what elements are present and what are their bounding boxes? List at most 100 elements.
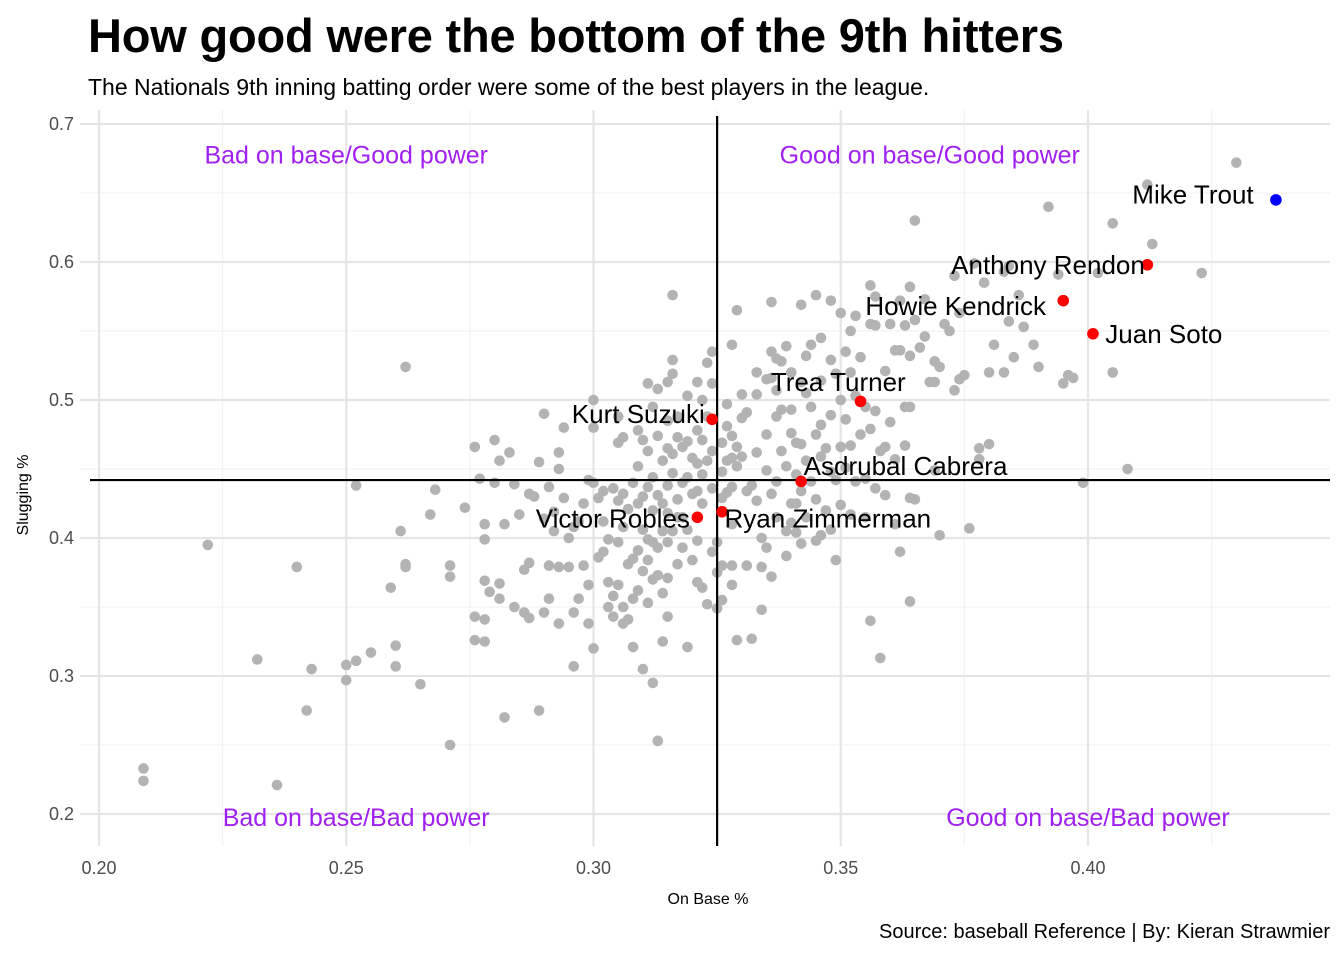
data-point: [909, 215, 921, 226]
data-point: [558, 492, 570, 504]
data-point: [444, 739, 456, 751]
data-point: [509, 601, 520, 613]
data-point: [741, 560, 753, 571]
data-point: [879, 365, 891, 377]
data-point: [815, 332, 827, 344]
data-point: [865, 280, 876, 291]
data-point: [751, 367, 762, 378]
data-point: [736, 389, 748, 400]
data-point: [479, 534, 491, 545]
data-point: [553, 561, 565, 573]
data-point: [538, 513, 550, 524]
data-point: [766, 372, 777, 384]
data-point: [652, 569, 664, 581]
data-point: [682, 641, 693, 653]
data-point: [825, 466, 837, 478]
data-point: [696, 434, 708, 446]
x-tick-label: 0.25: [329, 858, 364, 878]
data-point: [904, 401, 916, 413]
data-point: [598, 546, 609, 558]
chart-subtitle: The Nationals 9th inning batting order w…: [88, 74, 930, 100]
data-point: [271, 779, 283, 791]
data-point: [761, 542, 772, 553]
data-point: [1013, 289, 1025, 301]
quadrant-label: Good on base/Bad power: [946, 804, 1230, 832]
data-point: [662, 572, 673, 584]
data-point: [385, 582, 397, 593]
data-point: [662, 480, 673, 491]
data-point: [474, 473, 486, 484]
data-point: [904, 281, 916, 293]
data-point: [845, 367, 856, 378]
data-point: [622, 614, 634, 625]
data-point: [489, 434, 500, 446]
data-point: [657, 587, 669, 599]
data-point: [786, 517, 797, 529]
data-point: [870, 405, 881, 417]
data-point: [479, 575, 491, 587]
data-point: [652, 430, 664, 442]
league-points: [138, 157, 1242, 791]
tick-labels: 0.20 0.25 0.30 0.35 0.40 0.2 0.3 0.4 0.5 0.6 0.7: [49, 114, 1106, 878]
quadrant-label: Bad on base/Bad power: [223, 804, 490, 832]
data-point: [835, 307, 847, 319]
data-point: [444, 560, 456, 571]
data-point: [568, 607, 580, 618]
data-point: [667, 525, 678, 537]
data-point: [682, 390, 693, 402]
data-point: [692, 485, 703, 497]
data-point: [553, 447, 565, 458]
data-point: [761, 465, 772, 476]
player-label: Mike Trout: [1132, 179, 1254, 209]
data-point: [983, 367, 995, 378]
data-point: [617, 521, 629, 533]
highlight-point: [1087, 327, 1099, 340]
data-point: [415, 678, 426, 690]
data-point: [622, 503, 634, 515]
data-point: [479, 518, 491, 530]
data-point: [627, 553, 639, 564]
data-point: [568, 661, 580, 672]
data-point: [706, 378, 718, 389]
data-point: [706, 445, 718, 457]
data-point: [563, 561, 575, 573]
data-point: [879, 489, 891, 501]
data-point: [731, 634, 743, 646]
data-point: [642, 597, 654, 609]
data-point: [800, 455, 812, 467]
data-point: [479, 614, 491, 625]
data-point: [548, 525, 560, 537]
data-point: [1018, 321, 1030, 333]
data-point: [706, 346, 718, 358]
highlighted-players: Mike Trout Anthony Rendon Howie Kendrick Ju…: [536, 179, 1282, 534]
data-point: [929, 376, 941, 388]
player-label: Asdrubal Cabrera: [804, 451, 1008, 481]
data-point: [894, 546, 906, 558]
data-point: [612, 579, 624, 591]
data-point: [672, 494, 683, 505]
quadrant-label: Bad on base/Good power: [204, 141, 488, 169]
data-point: [1043, 201, 1054, 213]
data-point: [1028, 339, 1039, 351]
data-point: [578, 498, 589, 509]
data-point: [627, 593, 639, 605]
data-point: [776, 404, 787, 415]
data-point: [1142, 179, 1153, 191]
data-point: [731, 460, 743, 472]
data-point: [1196, 267, 1208, 279]
data-point: [771, 512, 782, 523]
data-point: [677, 542, 688, 553]
data-point: [514, 509, 525, 520]
data-point: [578, 560, 589, 571]
data-point: [603, 576, 614, 588]
data-point: [840, 414, 851, 425]
data-point: [1107, 367, 1119, 378]
data-point: [746, 480, 758, 491]
data-point: [815, 419, 827, 431]
data-point: [400, 561, 411, 573]
data-point: [914, 342, 926, 353]
data-point: [696, 582, 708, 593]
data-point: [964, 523, 975, 534]
data-point: [543, 593, 555, 605]
